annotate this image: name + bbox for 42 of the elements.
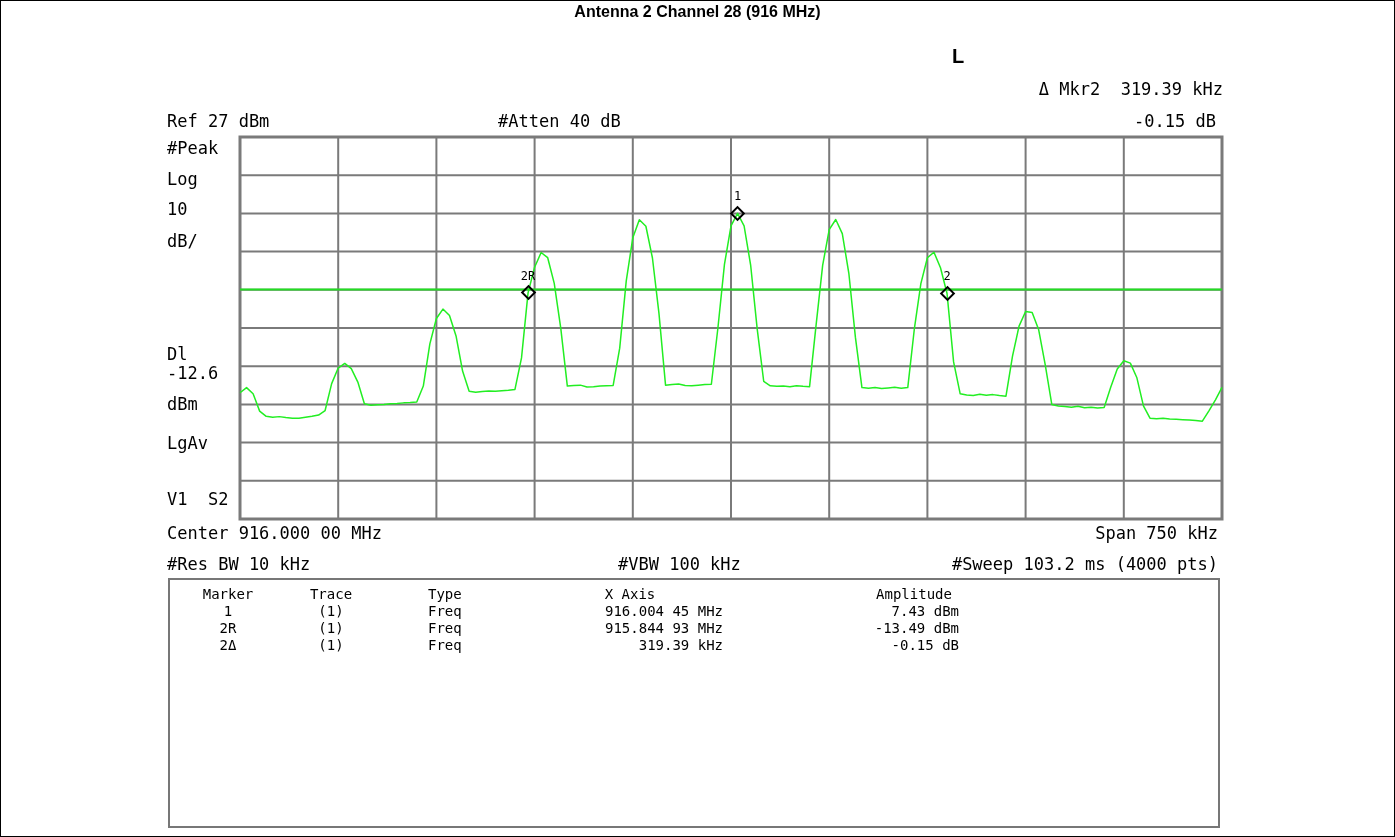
chart-title: Antenna 2 Channel 28 (916 MHz) — [573, 3, 822, 21]
text: L — [952, 45, 965, 68]
text: 7.43 dBm — [891, 603, 959, 620]
text: Type — [428, 586, 462, 603]
text: Δ Mkr2 319.39 kHz — [1038, 79, 1223, 99]
text: (1) — [318, 603, 344, 620]
text: -12.6 — [167, 363, 219, 383]
text: 2R — [219, 620, 237, 637]
annotation: 1 — [733, 189, 742, 204]
text: dBm — [167, 394, 198, 414]
text: -13.49 dBm — [874, 620, 959, 637]
text: #Sweep 103.2 ms (4000 pts) — [951, 554, 1218, 574]
text: -0.15 dB — [1134, 111, 1216, 131]
text: Freq — [428, 620, 462, 637]
text: dB/ — [167, 231, 198, 251]
text: LgAv — [167, 433, 208, 453]
text: #VBW 100 kHz — [618, 554, 741, 574]
text: Dl — [167, 344, 188, 364]
text: (1) — [318, 620, 344, 637]
text: V1 S2 — [167, 489, 229, 509]
text: 319.39 kHz — [638, 637, 723, 654]
annotation: 2 — [943, 269, 951, 284]
text: Freq — [428, 603, 462, 620]
text: 1 — [223, 603, 233, 620]
text: #Peak — [167, 138, 219, 158]
text: #Res BW 10 kHz — [167, 554, 311, 574]
text: Span 750 kHz — [1095, 523, 1218, 543]
text: 916.004 45 MHz — [604, 603, 723, 620]
text: 10 — [167, 199, 188, 219]
text: #Atten 40 dB — [498, 111, 621, 131]
text: Log — [167, 169, 198, 189]
text: Center 916.000 00 MHz — [167, 523, 382, 543]
text: 915.844 93 MHz — [604, 620, 723, 637]
text: (1) — [318, 637, 344, 654]
text: X Axis — [604, 586, 656, 603]
text: 2Δ — [219, 637, 237, 654]
text: Marker — [202, 586, 254, 603]
text: Freq — [428, 637, 462, 654]
text: Ref 27 dBm — [167, 111, 270, 131]
text: -0.15 dB — [891, 637, 959, 654]
text: Trace — [309, 586, 353, 603]
text: Amplitude — [876, 586, 952, 603]
